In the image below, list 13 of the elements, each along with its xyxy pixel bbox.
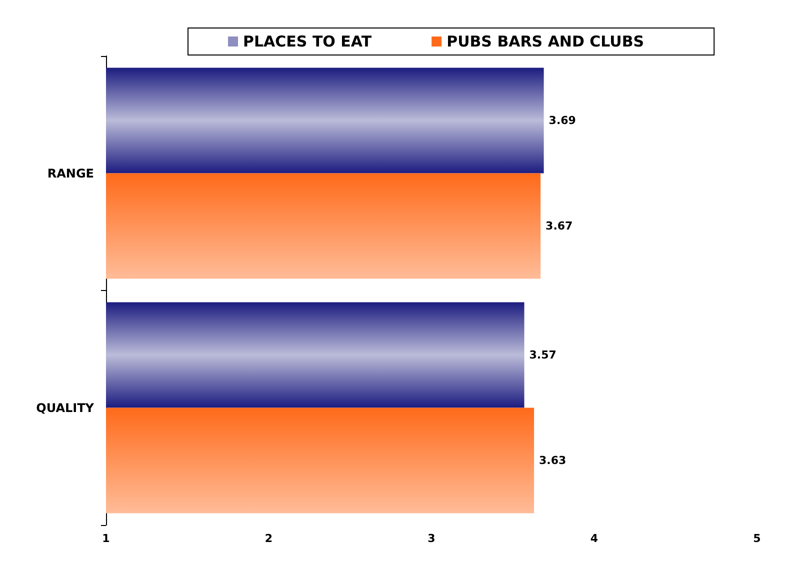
y-tick-label: QUALITY bbox=[36, 400, 94, 415]
legend-label: PLACES TO EAT bbox=[243, 32, 372, 50]
data-label: 3.63 bbox=[539, 454, 566, 468]
legend-label: PUBS BARS AND CLUBS bbox=[446, 32, 644, 50]
x-tick-label: 5 bbox=[753, 532, 761, 545]
data-label: 3.57 bbox=[529, 348, 556, 362]
y-tick-label: RANGE bbox=[47, 166, 94, 180]
x-tick-label: 3 bbox=[428, 532, 436, 545]
data-label: 3.67 bbox=[546, 220, 573, 233]
data-label: 3.69 bbox=[548, 114, 576, 127]
x-tick-label: 1 bbox=[102, 532, 110, 545]
x-tick-label: 2 bbox=[264, 532, 273, 545]
x-tick-label: 4 bbox=[590, 532, 598, 545]
